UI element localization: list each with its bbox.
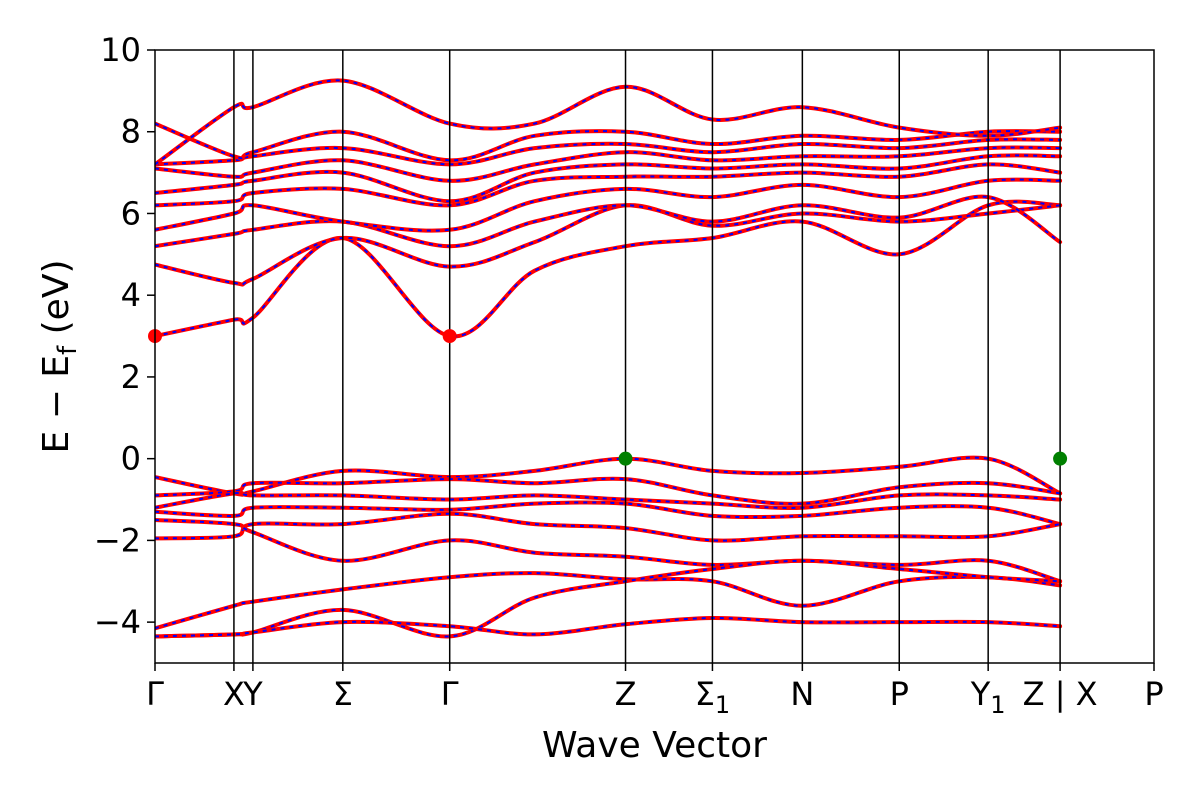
x-tick-label: Σ xyxy=(333,675,353,713)
plot-frame xyxy=(154,49,1155,664)
y-tick-label: 6 xyxy=(121,194,141,232)
y-tick-label: −2 xyxy=(94,521,141,559)
band-wannier-3 xyxy=(155,178,1061,232)
y-tick-label: 0 xyxy=(121,440,141,478)
y-tick-label: −4 xyxy=(94,603,141,641)
band-wannier-0 xyxy=(155,200,1061,338)
y-tick-label: 4 xyxy=(121,276,141,314)
band-wannier-10 xyxy=(155,456,1061,496)
plot-area xyxy=(148,49,1155,664)
special-point-1 xyxy=(442,329,457,344)
x-tick-label: Γ xyxy=(441,675,459,713)
x-tick-label: Y1 xyxy=(970,675,1006,719)
band-wannier-14 xyxy=(155,512,1061,542)
x-tick-label: Y xyxy=(242,675,263,713)
x-axis-label: Wave Vector xyxy=(542,725,767,766)
band-wannier-17 xyxy=(155,559,1061,638)
x-tick-label: Z | X xyxy=(1023,675,1098,713)
band-wannier-4 xyxy=(155,163,1061,207)
x-tick-label: Z xyxy=(615,675,637,713)
y-axis-label: E − Ef (eV) xyxy=(36,259,83,453)
y-tick-label: 8 xyxy=(121,113,141,151)
special-point-3 xyxy=(1053,451,1068,466)
band-wannier-5 xyxy=(155,154,1061,203)
band-wannier-7 xyxy=(155,138,1061,166)
x-axis-ticks: Γ XY Σ Γ Z Σ1 N P Y1 Z | X P xyxy=(146,663,1164,719)
bands-layer xyxy=(155,78,1063,639)
x-tick-label: X xyxy=(223,675,245,713)
x-tick-label: Γ xyxy=(146,675,164,713)
band-wannier-8 xyxy=(155,122,1061,162)
x-tick-label: N xyxy=(790,675,814,713)
kpoint-lines xyxy=(233,50,1061,663)
x-tick-label: P xyxy=(1144,675,1163,713)
y-tick-label: 10 xyxy=(100,31,141,69)
y-tick-label: 2 xyxy=(121,358,141,396)
special-points xyxy=(148,329,1068,466)
special-point-2 xyxy=(618,451,633,466)
x-tick-label: Σ1 xyxy=(695,675,731,719)
x-tick-label: P xyxy=(890,675,909,713)
y-axis-ticks: −4 −2 0 2 4 6 8 10 xyxy=(94,31,155,641)
band-dft-4 xyxy=(155,162,1063,208)
